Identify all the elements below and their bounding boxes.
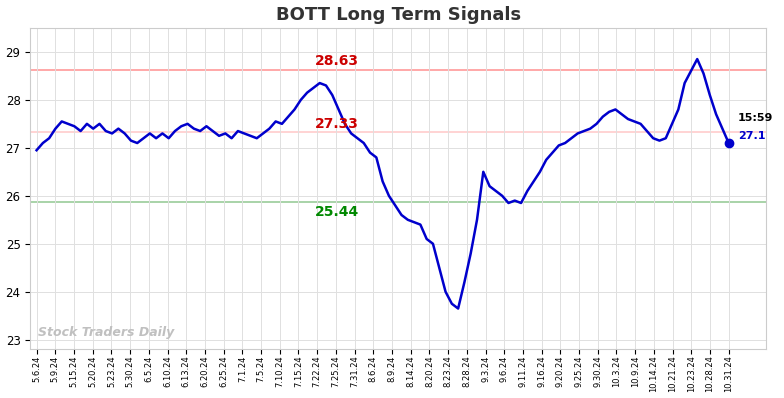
Text: 27.1: 27.1 [738, 131, 766, 141]
Text: 27.33: 27.33 [315, 117, 359, 131]
Text: 28.63: 28.63 [315, 54, 359, 68]
Title: BOTT Long Term Signals: BOTT Long Term Signals [276, 6, 521, 23]
Text: 25.44: 25.44 [314, 205, 359, 219]
Text: 15:59: 15:59 [738, 113, 774, 123]
Text: Stock Traders Daily: Stock Traders Daily [38, 326, 174, 339]
